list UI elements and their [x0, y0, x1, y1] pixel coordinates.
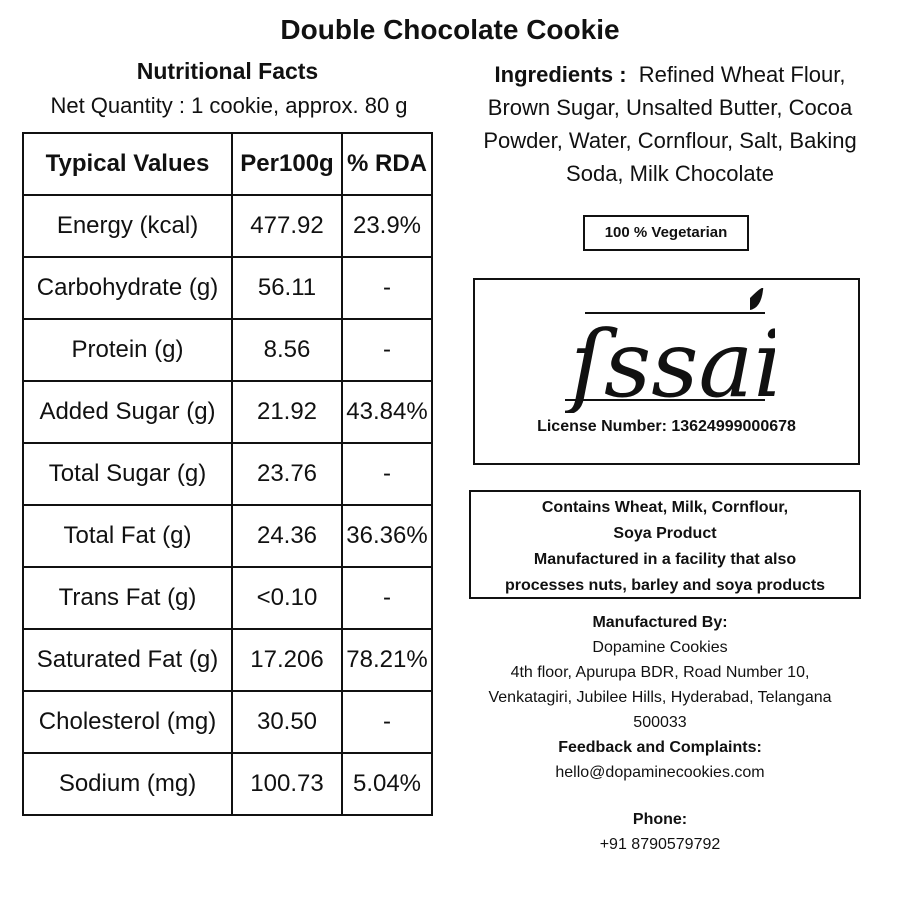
- per100g-value: 21.92: [231, 380, 343, 444]
- rda-value: 36.36%: [341, 504, 433, 568]
- nutrient-name: Cholesterol (mg): [22, 690, 233, 754]
- header-per100g: Per100g: [231, 132, 343, 196]
- rda-value: -: [341, 442, 433, 506]
- table-row: Protein (g) 8.56-: [22, 318, 433, 382]
- manufacturer-info: Manufactured By: Dopamine Cookies 4th fl…: [450, 610, 870, 857]
- per100g-value: 100.73: [231, 752, 343, 816]
- rda-value: 78.21%: [341, 628, 433, 692]
- vegetarian-badge: 100 % Vegetarian: [583, 215, 749, 251]
- table-row: Total Sugar (g) 23.76-: [22, 442, 433, 506]
- address-line: 500033: [633, 714, 687, 731]
- per100g-value: 8.56: [231, 318, 343, 382]
- table-row: Added Sugar (g) 21.92 43.84%: [22, 380, 433, 444]
- rda-value: -: [341, 690, 433, 754]
- header-rda: % RDA: [341, 132, 433, 196]
- rda-value: -: [341, 566, 433, 630]
- phone-label: Phone:: [632, 811, 688, 828]
- svg-text:ſssai: ſssai: [565, 311, 775, 413]
- per100g-value: <0.10: [231, 566, 343, 630]
- nutrient-name: Energy (kcal): [22, 194, 233, 258]
- nutrient-name: Carbohydrate (g): [22, 256, 233, 320]
- table-row: Carbohydrate (g) 56.11-: [22, 256, 433, 320]
- feedback-label: Feedback and Complaints:: [558, 739, 762, 756]
- nutrient-name: Added Sugar (g): [22, 380, 233, 444]
- manufacturer-name: Dopamine Cookies: [592, 639, 728, 656]
- table-row: Energy (kcal) 477.92 23.9%: [22, 194, 433, 258]
- nutrient-name: Total Sugar (g): [22, 442, 233, 506]
- nutrient-name: Total Fat (g): [22, 504, 233, 568]
- nutrient-name: Trans Fat (g): [22, 566, 233, 630]
- address-line: 4th floor, Apurupa BDR, Road Number 10,: [510, 664, 810, 681]
- header-typical-values: Typical Values: [22, 132, 233, 196]
- product-title: Double Chocolate Cookie: [280, 14, 620, 45]
- table-row: Saturated Fat (g) 17.206 78.21%: [22, 628, 433, 692]
- fssai-logo-icon: ſssai: [565, 288, 775, 413]
- allergen-box: Contains Wheat, Milk, Cornflour, Soya Pr…: [469, 490, 861, 599]
- net-quantity: Net Quantity : 1 cookie, approx. 80 g: [50, 93, 408, 118]
- phone-number: +91 8790579792: [599, 836, 721, 853]
- table-row: Sodium (mg) 100.73 5.04%: [22, 752, 433, 816]
- allergen-line: Contains Wheat, Milk, Cornflour,: [541, 499, 789, 516]
- per100g-value: 24.36: [231, 504, 343, 568]
- per100g-value: 56.11: [231, 256, 343, 320]
- ingredients-text: Refined Wheat Flour, Brown Sugar, Unsalt…: [483, 62, 857, 186]
- address-line: Venkatagiri, Jubilee Hills, Hyderabad, T…: [488, 689, 832, 706]
- rda-value: 5.04%: [341, 752, 433, 816]
- per100g-value: 477.92: [231, 194, 343, 258]
- nutrient-name: Protein (g): [22, 318, 233, 382]
- fssai-box: ſssai License Number: 13624999000678: [473, 278, 860, 465]
- table-row: Total Fat (g) 24.36 36.36%: [22, 504, 433, 568]
- allergen-line: processes nuts, barley and soya products: [504, 577, 826, 594]
- rda-value: -: [341, 318, 433, 382]
- manufacturer-label: Manufactured By:: [592, 614, 728, 631]
- allergen-line: Manufactured in a facility that also: [533, 551, 797, 568]
- ingredients-label: Ingredients :: [494, 62, 627, 87]
- nutrient-name: Sodium (mg): [22, 752, 233, 816]
- rda-value: 43.84%: [341, 380, 433, 444]
- license-number: License Number: 13624999000678: [537, 418, 796, 435]
- nutrient-name: Saturated Fat (g): [22, 628, 233, 692]
- rda-value: 23.9%: [341, 194, 433, 258]
- per100g-value: 30.50: [231, 690, 343, 754]
- allergen-line: Soya Product: [613, 525, 717, 542]
- email-link[interactable]: hello@dopaminecookies.com: [555, 764, 765, 781]
- table-row: Trans Fat (g) <0.10-: [22, 566, 433, 630]
- nutrition-heading: Nutritional Facts: [136, 58, 319, 84]
- rda-value: -: [341, 256, 433, 320]
- per100g-value: 23.76: [231, 442, 343, 506]
- per100g-value: 17.206: [231, 628, 343, 692]
- table-row: Cholesterol (mg) 30.50-: [22, 690, 433, 754]
- ingredients: Ingredients : Refined Wheat Flour, Brown…: [470, 58, 870, 190]
- nutrition-table: Typical Values Per100g % RDA Energy (kca…: [22, 132, 433, 816]
